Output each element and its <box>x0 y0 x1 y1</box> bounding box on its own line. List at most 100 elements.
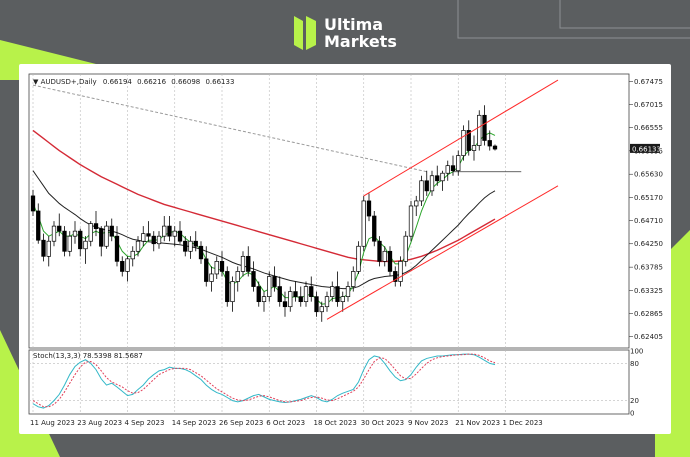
bull-candle <box>46 240 51 257</box>
bear-candle <box>225 271 230 303</box>
ohlc-low: 0.66098 <box>171 78 200 86</box>
bull-candle <box>88 223 93 242</box>
bull-candle <box>345 286 351 297</box>
chart-canvas: 0.674750.670150.665550.660950.656300.651… <box>28 73 663 427</box>
time-axis: 11 Aug 2023 23 Aug 2023 4 Sep 2023 14 Sep 2… <box>30 419 543 427</box>
date-tick-label: 14 Sep 2023 <box>172 419 216 427</box>
bull-candle <box>214 261 219 275</box>
bear-candle <box>41 239 46 257</box>
bear-candle <box>246 255 251 272</box>
current-price-tag: 0.66133 <box>630 143 661 153</box>
date-tick-label: 18 Oct 2023 <box>314 419 357 427</box>
bull-candle <box>445 165 450 174</box>
bear-candle <box>36 210 41 241</box>
bear-candle <box>151 235 156 245</box>
brand-name-line1: Ultima <box>324 15 384 34</box>
price-tick-label: 0.63785 <box>634 264 663 272</box>
ma-200-line <box>32 84 427 173</box>
collapse-triangle-icon: ▼ <box>33 78 41 86</box>
price-tick-label: 0.67475 <box>634 78 663 86</box>
date-tick-label: 30 Oct 2023 <box>361 419 404 427</box>
bull-candle <box>51 225 57 242</box>
date-tick-label: 11 Aug 2023 <box>30 419 75 427</box>
bull-candle <box>324 296 330 308</box>
bull-candle <box>125 258 130 272</box>
ohlc-high: 0.66216 <box>137 78 166 86</box>
stoch-main-line <box>32 353 496 409</box>
bull-candle <box>398 261 403 282</box>
bear-candle <box>387 250 393 272</box>
bull-candle <box>172 230 177 237</box>
bull-candle <box>67 235 72 252</box>
bull-candle <box>440 172 445 182</box>
bear-candle <box>99 228 104 247</box>
price-tick-label: 0.62405 <box>634 333 663 341</box>
bear-candle <box>30 195 36 212</box>
bull-candle <box>162 225 167 237</box>
bear-candle <box>393 271 398 282</box>
trend-channel <box>326 79 559 320</box>
bull-candle <box>130 250 135 260</box>
bull-candle <box>267 276 272 297</box>
bull-candle <box>429 175 435 192</box>
bull-candle <box>419 180 424 202</box>
bear-candle <box>177 230 183 242</box>
date-tick-label: 26 Sep 2023 <box>219 419 263 427</box>
stoch-tick-label: 100 <box>630 348 643 356</box>
bull-candle <box>303 286 309 303</box>
ultima-logo-icon <box>294 16 316 50</box>
bull-candle <box>83 240 88 250</box>
stochastic-lines <box>32 353 496 409</box>
chart-card: 0.674750.670150.665550.660950.656300.651… <box>19 64 671 434</box>
bear-candle <box>251 271 256 287</box>
ma-slow-line <box>32 129 496 263</box>
bull-candle <box>104 225 109 247</box>
bear-candle <box>377 240 382 262</box>
bear-candle <box>366 200 372 217</box>
bull-candle <box>135 240 141 252</box>
date-tick-label: 4 Sep 2023 <box>125 419 165 427</box>
bull-candle <box>240 255 246 272</box>
price-tick-label: 0.63325 <box>634 287 663 295</box>
bull-candle <box>72 230 78 237</box>
ohlc-close: 0.66133 <box>205 78 234 86</box>
bear-candle <box>114 235 120 262</box>
bear-candle <box>372 215 377 242</box>
price-tick-label: 0.62865 <box>634 310 663 318</box>
bull-candle <box>403 235 408 262</box>
bear-candle <box>198 245 204 260</box>
price-tick-label: 0.66555 <box>634 124 663 132</box>
bear-candle <box>167 225 172 237</box>
bear-candle <box>204 258 209 282</box>
bull-candle <box>261 296 267 303</box>
bear-candle <box>298 296 303 303</box>
bull-candle <box>188 240 193 252</box>
bear-candle <box>282 301 288 308</box>
stoch-tick-label: 0 <box>630 410 634 418</box>
grid-lines <box>32 74 506 414</box>
bull-candle <box>477 114 482 146</box>
bear-candle <box>435 175 440 182</box>
bear-candle <box>57 225 62 232</box>
bear-candle <box>62 230 67 252</box>
bear-candle <box>93 223 99 229</box>
bull-candle <box>209 273 214 282</box>
channel-upper-line <box>363 79 559 197</box>
moving-averages <box>32 84 522 305</box>
bear-candle <box>146 233 151 237</box>
bear-candle <box>482 114 487 141</box>
stoch-tick-label: 80 <box>630 360 639 368</box>
bear-candle <box>120 261 125 272</box>
bear-candle <box>424 180 429 192</box>
main-plot-frame <box>28 73 630 349</box>
bear-candle <box>277 286 282 303</box>
symbol-label: AUDUSD+,Daily <box>41 78 97 86</box>
stoch-plot-frame <box>28 349 630 415</box>
bear-candle <box>487 140 492 147</box>
bull-candle <box>461 130 466 156</box>
date-tick-label: 23 Aug 2023 <box>77 419 122 427</box>
date-tick-label: 9 Nov 2023 <box>408 419 448 427</box>
bear-candle <box>109 225 114 237</box>
bull-candle <box>141 233 146 242</box>
bear-candle <box>492 145 498 150</box>
